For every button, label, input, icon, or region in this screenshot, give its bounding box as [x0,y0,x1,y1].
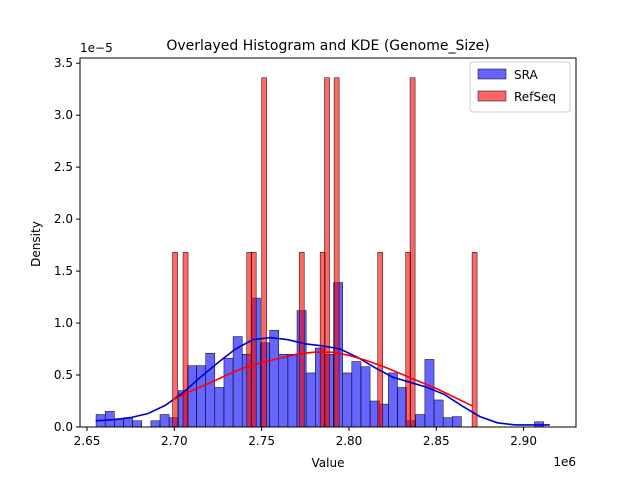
sra-kde-line [95,336,550,426]
y-offset-label: 1e−5 [80,41,113,55]
plot-area: 2.65 2.70 2.75 2.80 2.85 2.90 0.0 0.5 1.0 1.5 2.0 2… [54,56,577,448]
refseq-bar [261,77,267,428]
x-axis-label: Value [312,456,345,470]
sra-bar [397,387,407,428]
sra-bar [388,372,398,428]
sra-bar [415,414,426,428]
y-tick-label: 2.5 [54,160,73,174]
sra-bar [351,361,362,428]
sra-bar [424,359,435,428]
refseq-bar [333,77,340,428]
sra-bar [214,387,225,428]
x-offset-label: 1e6 [553,455,576,469]
refseq-bar [324,77,330,428]
legend-swatch-refseq [477,90,507,102]
refseq-kde-line [172,351,474,407]
sra-bar [342,372,353,428]
y-tick-label: 1.5 [54,264,73,278]
sra-bar [433,399,444,428]
sra-bar [205,352,216,428]
sra-bar [159,414,170,428]
sra-bar [187,365,197,428]
sra-bar [223,358,234,428]
x-tick-label: 2.65 [74,434,101,448]
y-tick-label: 2.0 [54,212,73,226]
sra-bar [132,420,142,428]
x-tick-label: 2.70 [161,434,188,448]
legend-label-refseq: RefSeq [514,90,556,104]
sra-bar [442,417,453,428]
sra-bar [278,353,289,428]
y-tick-label: 0.5 [54,368,73,382]
sra-bar [360,366,371,428]
x-tick-label: 2.80 [336,434,363,448]
sra-bar [287,353,298,428]
axes-frame [79,57,577,428]
y-axis-label: Density [29,221,43,267]
sra-bar [305,372,316,428]
x-tick-label: 2.90 [510,434,537,448]
y-tick-label: 3.5 [54,56,73,70]
refseq-bar [409,77,416,428]
y-tick-label: 3.0 [54,108,73,122]
y-tick-label: 1.0 [54,316,73,330]
sra-bar [452,416,462,428]
legend-swatch-sra [477,68,507,80]
refseq-bar [172,252,178,428]
refseq-bar [298,252,305,428]
legend: SRA RefSeq [469,61,571,113]
x-tick-label: 2.85 [423,434,450,448]
refseq-bar [471,252,478,428]
refseq-bar [182,252,189,428]
legend-label-sra: SRA [514,68,538,82]
sra-bar [150,420,161,428]
sra-bar [269,330,279,428]
chart-title: Overlayed Histogram and KDE (Genome_Size… [166,38,489,54]
x-tick-label: 2.75 [248,434,275,448]
y-tick-label: 0.0 [54,420,73,434]
refseq-bar [377,252,384,428]
